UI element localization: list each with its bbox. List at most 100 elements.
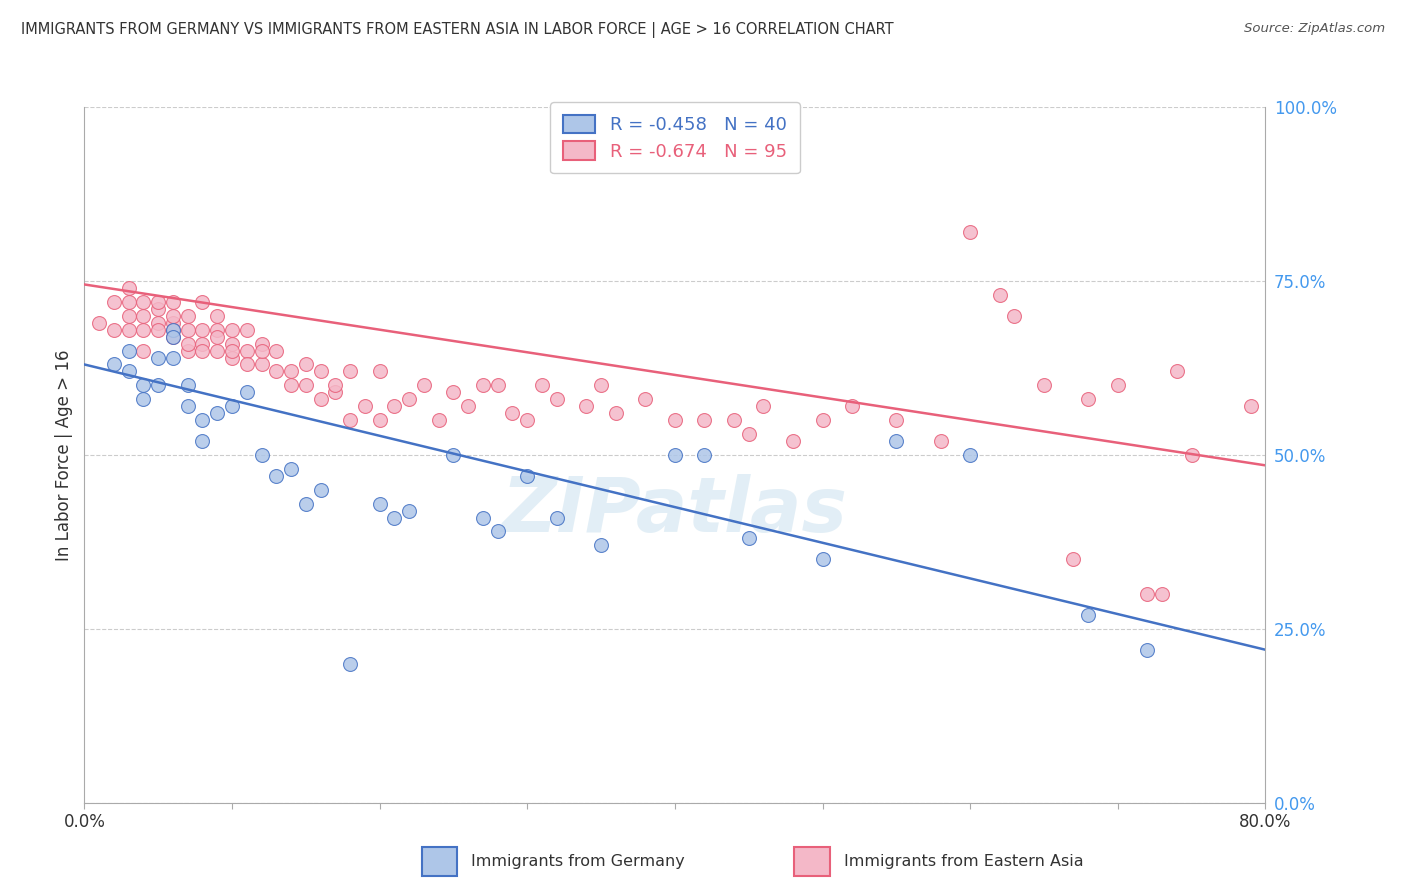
Point — [295, 497, 318, 511]
Point — [191, 336, 214, 351]
Point — [118, 364, 141, 378]
Point — [472, 378, 495, 392]
Point — [191, 343, 214, 358]
Point — [427, 413, 450, 427]
Point — [634, 392, 657, 407]
Text: Immigrants from Germany: Immigrants from Germany — [471, 855, 685, 869]
Point — [148, 294, 170, 309]
Point — [132, 294, 155, 309]
Point — [177, 378, 200, 392]
Point — [221, 336, 243, 351]
Point — [1004, 309, 1026, 323]
Point — [1240, 399, 1263, 413]
Point — [264, 343, 288, 358]
Point — [1136, 642, 1159, 657]
Point — [309, 483, 332, 497]
Point — [546, 510, 568, 524]
Point — [205, 329, 228, 343]
Point — [398, 503, 420, 517]
Point — [1077, 392, 1099, 407]
Point — [162, 351, 184, 365]
Point — [354, 399, 377, 413]
Text: Source: ZipAtlas.com: Source: ZipAtlas.com — [1244, 22, 1385, 36]
Point — [1063, 552, 1085, 566]
Point — [132, 323, 155, 337]
Point — [191, 323, 214, 337]
Point — [1077, 607, 1099, 622]
Point — [605, 406, 627, 420]
Point — [221, 343, 243, 358]
Text: IMMIGRANTS FROM GERMANY VS IMMIGRANTS FROM EASTERN ASIA IN LABOR FORCE | AGE > 1: IMMIGRANTS FROM GERMANY VS IMMIGRANTS FR… — [21, 22, 894, 38]
Point — [723, 413, 745, 427]
Point — [118, 294, 141, 309]
Point — [236, 358, 259, 372]
Point — [886, 413, 908, 427]
Point — [205, 406, 228, 420]
Point — [368, 364, 391, 378]
Point — [738, 532, 761, 546]
Legend: R = -0.458   N = 40, R = -0.674   N = 95: R = -0.458 N = 40, R = -0.674 N = 95 — [550, 103, 800, 173]
Point — [738, 427, 761, 442]
Point — [162, 323, 184, 337]
Point — [205, 343, 228, 358]
Point — [959, 448, 981, 462]
Point — [988, 288, 1011, 302]
Point — [148, 378, 170, 392]
Point — [132, 343, 155, 358]
Point — [309, 392, 332, 407]
Point — [1166, 364, 1188, 378]
Point — [236, 323, 259, 337]
Point — [457, 399, 479, 413]
Point — [693, 448, 716, 462]
Point — [205, 323, 228, 337]
Point — [501, 406, 523, 420]
Point — [191, 294, 214, 309]
Point — [382, 399, 406, 413]
Point — [486, 378, 509, 392]
Point — [323, 385, 347, 400]
Point — [339, 413, 361, 427]
Point — [191, 413, 214, 427]
Point — [148, 301, 170, 316]
Point — [323, 378, 347, 392]
Point — [250, 448, 273, 462]
Point — [441, 448, 464, 462]
Point — [250, 343, 273, 358]
Point — [177, 336, 200, 351]
Point — [191, 434, 214, 448]
Point — [1150, 587, 1173, 601]
Point — [295, 358, 318, 372]
Point — [162, 329, 184, 343]
Point — [486, 524, 509, 539]
Point — [664, 448, 686, 462]
Point — [516, 468, 538, 483]
Point — [280, 364, 302, 378]
Point — [236, 385, 259, 400]
Point — [162, 329, 184, 343]
Point — [339, 364, 361, 378]
Point — [530, 378, 553, 392]
Point — [264, 364, 288, 378]
Text: ZIPatlas: ZIPatlas — [502, 474, 848, 548]
Point — [118, 309, 141, 323]
Point — [811, 552, 834, 566]
Point — [103, 358, 125, 372]
Y-axis label: In Labor Force | Age > 16: In Labor Force | Age > 16 — [55, 349, 73, 561]
Point — [162, 294, 184, 309]
Point — [1181, 448, 1204, 462]
Point — [575, 399, 598, 413]
Point — [516, 413, 538, 427]
Point — [250, 358, 273, 372]
Point — [264, 468, 288, 483]
Point — [295, 378, 318, 392]
Point — [205, 309, 228, 323]
Point — [664, 413, 686, 427]
Point — [250, 336, 273, 351]
Point — [959, 225, 981, 239]
Point — [221, 399, 243, 413]
Point — [472, 510, 495, 524]
Point — [148, 323, 170, 337]
Point — [693, 413, 716, 427]
Point — [1136, 587, 1159, 601]
Point — [441, 385, 464, 400]
